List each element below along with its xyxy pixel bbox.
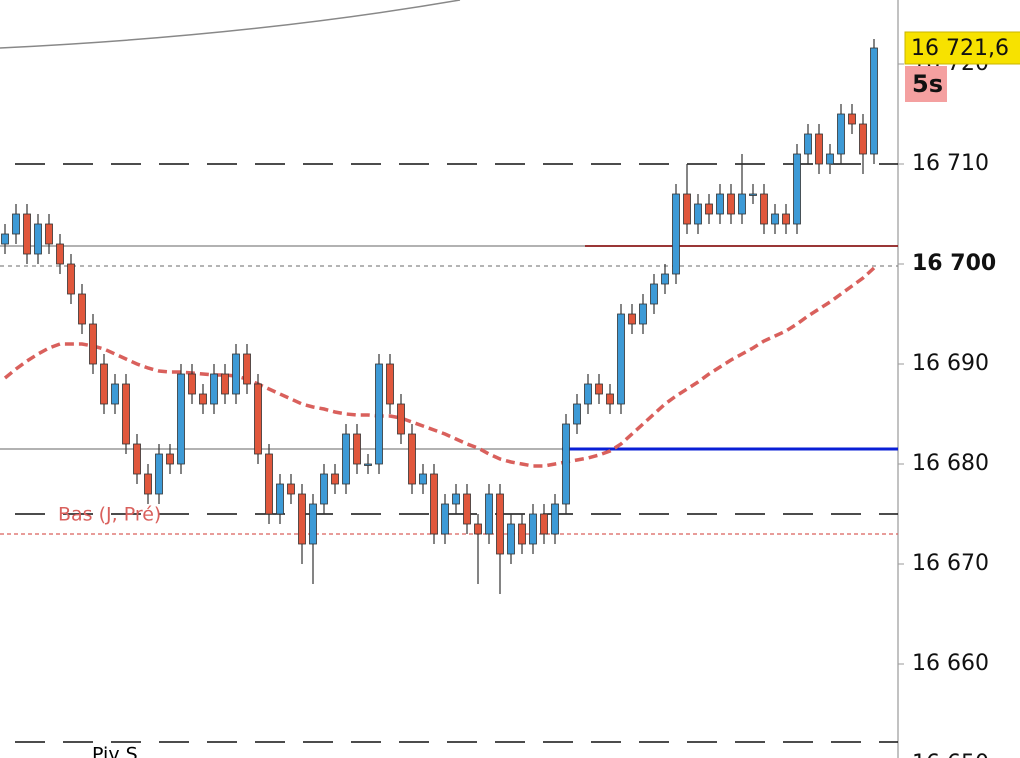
candle-body — [45, 223, 53, 245]
candle-body — [144, 473, 152, 495]
candle-body — [705, 203, 713, 215]
y-tick-label: 16 710 — [912, 151, 989, 176]
candle-body — [78, 293, 86, 325]
candle-body — [364, 463, 372, 466]
candle-body — [265, 453, 273, 515]
candle-body — [870, 47, 878, 155]
candle-body — [56, 243, 64, 265]
candle-body — [496, 493, 504, 555]
y-tick-label: 16 650 — [912, 751, 989, 758]
candle-body — [661, 273, 669, 285]
y-tick-label: 16 680 — [912, 451, 989, 476]
candle-body — [859, 123, 867, 155]
y-tick-label: 16 700 — [912, 251, 996, 276]
candle-body — [23, 213, 31, 255]
candle-body — [507, 523, 515, 555]
candle-body — [672, 193, 680, 275]
candle-body — [573, 403, 581, 425]
candle-body — [584, 383, 592, 405]
candle-body — [562, 423, 570, 505]
candle-body — [463, 493, 471, 525]
candle-body — [738, 193, 746, 215]
y-tick-label: 16 670 — [912, 551, 989, 576]
candle-body — [67, 263, 75, 295]
candle-body — [683, 193, 691, 225]
candle-body — [848, 113, 856, 125]
candle-body — [243, 353, 251, 385]
candle-body — [133, 443, 141, 475]
candle-body — [254, 383, 262, 455]
candle-body — [1, 233, 9, 245]
candle-body — [100, 363, 108, 405]
level-annotation: Bas (J, Pré) — [58, 504, 161, 526]
candle-body — [782, 213, 790, 225]
candle-body — [419, 473, 427, 485]
candle-body — [221, 373, 229, 395]
candle-body — [474, 523, 482, 535]
candle-body — [155, 453, 163, 495]
candle-body — [287, 483, 295, 495]
candle-body — [298, 493, 306, 545]
moving-average — [3, 266, 876, 468]
candle-body — [606, 393, 614, 405]
curve — [0, 0, 461, 49]
candle-body — [89, 323, 97, 365]
candle-body — [540, 513, 548, 535]
candle-body — [353, 433, 361, 465]
candle-body — [837, 113, 845, 155]
candle-body — [529, 513, 537, 545]
candle-body — [309, 503, 317, 545]
level-annotation: Piv S — [92, 744, 138, 758]
candle-body — [34, 223, 42, 255]
candle-body — [694, 203, 702, 225]
candle-body — [727, 193, 735, 215]
candle-body — [518, 523, 526, 545]
candle-body — [793, 153, 801, 225]
timer: 5s — [912, 70, 943, 98]
candle-body — [397, 403, 405, 435]
candle-body — [122, 383, 130, 445]
candle-body — [276, 483, 284, 515]
candle-body — [177, 373, 185, 465]
y-tick-label: 16 690 — [912, 351, 989, 376]
candle-body — [342, 433, 350, 485]
candle-body — [551, 503, 559, 535]
candle-body — [210, 373, 218, 405]
candle-body — [111, 383, 119, 405]
candle-body — [199, 393, 207, 405]
candle-body — [375, 363, 383, 465]
candle-body — [331, 473, 339, 485]
candle-body — [617, 313, 625, 405]
price-label: 16 721,6 — [911, 36, 1009, 61]
candle-body — [595, 383, 603, 395]
candle-body — [628, 313, 636, 325]
candle-body — [232, 353, 240, 395]
candle-body — [12, 213, 20, 235]
candle-body — [771, 213, 779, 225]
candle-body — [716, 193, 724, 215]
candle-body — [320, 473, 328, 505]
price-label-bg — [904, 31, 1020, 65]
candle-body — [430, 473, 438, 535]
candle-body — [166, 453, 174, 465]
candle-body — [408, 433, 416, 485]
candle-body — [485, 493, 493, 535]
candle-body — [815, 133, 823, 165]
candle-body — [760, 193, 768, 225]
candle-body — [749, 193, 757, 196]
candle-body — [639, 303, 647, 325]
y-tick-label: 16 660 — [912, 651, 989, 676]
candle-body — [804, 133, 812, 155]
timer-bg — [905, 66, 947, 102]
candle-body — [826, 153, 834, 165]
candle-body — [452, 493, 460, 505]
candle-body — [188, 373, 196, 395]
candle-body — [441, 503, 449, 535]
candle-body — [386, 363, 394, 405]
candle-body — [650, 283, 658, 305]
